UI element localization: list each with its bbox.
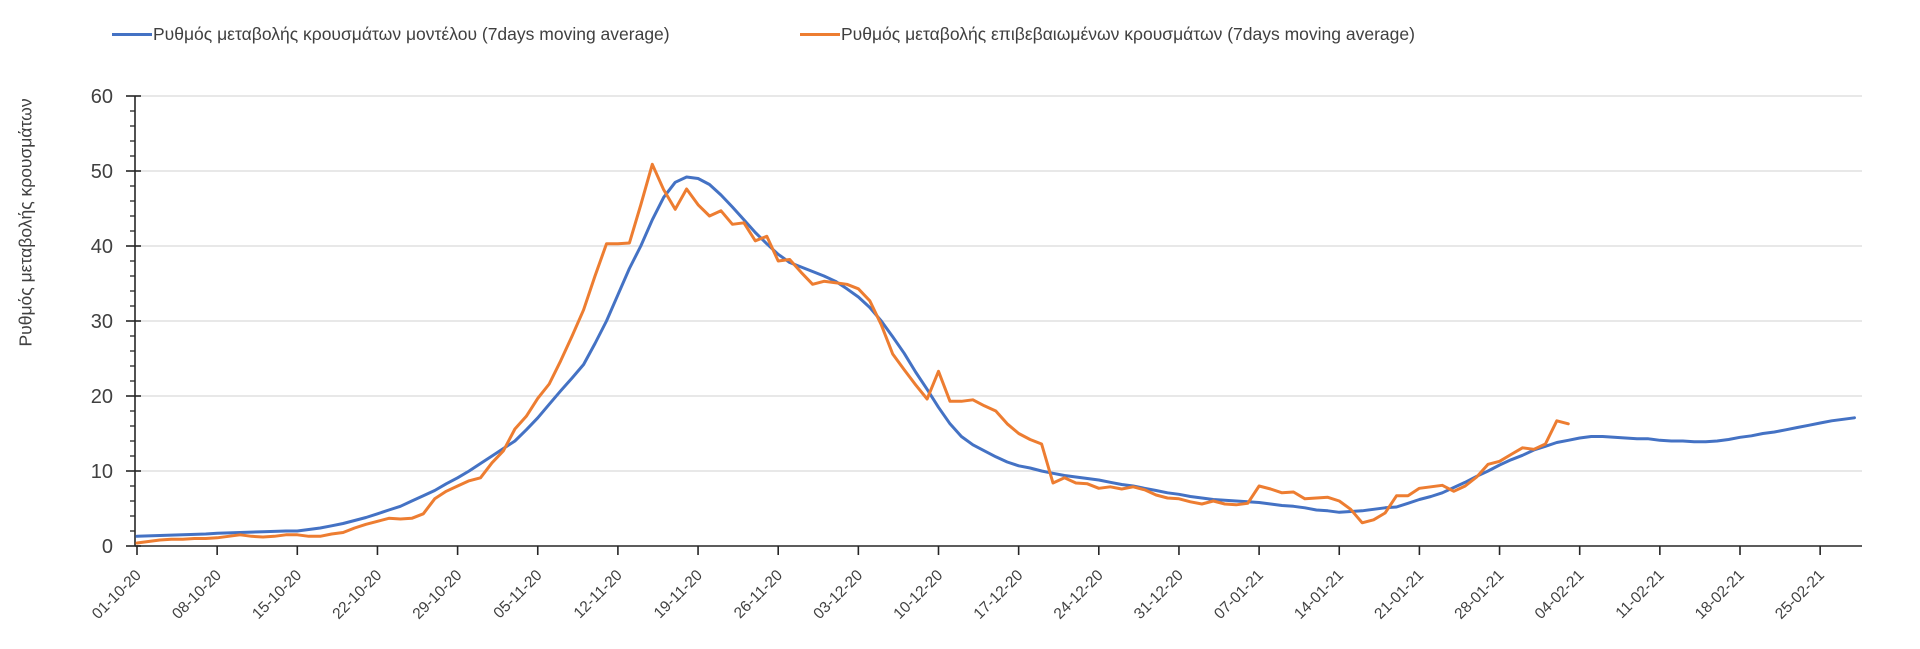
x-axis-tick-label: 21-01-21: [1371, 567, 1427, 623]
y-axis-title: Ρυθμός μεταβολής κρουσμάτων: [15, 98, 36, 347]
x-axis-tick-label: 28-01-21: [1451, 567, 1507, 623]
x-axis-tick-label: 22-10-20: [329, 567, 385, 623]
x-axis-tick-label: 26-11-20: [731, 567, 786, 622]
y-axis-tick-label: 30: [91, 311, 113, 333]
legend-swatch-model-icon: [112, 32, 152, 36]
x-axis-tick-label: 31-12-20: [1131, 567, 1187, 623]
x-axis-tick-label: 14-01-21: [1291, 567, 1347, 623]
x-axis-tick-label: 17-12-20: [971, 567, 1027, 623]
x-axis-tick-label: 19-11-20: [651, 567, 706, 622]
legend-label-confirmed: Ρυθμός μεταβολής επιβεβαιωμένων κρουσμάτ…: [841, 23, 1415, 44]
x-axis-tick-label: 24-12-20: [1051, 567, 1107, 623]
x-axis-tick-label: 25-02-21: [1772, 567, 1828, 623]
legend-item-confirmed[interactable]: Ρυθμός μεταβολής επιβεβαιωμένων κρουσμάτ…: [800, 22, 1415, 46]
y-axis-tick-label: 40: [91, 236, 113, 258]
legend-swatch-confirmed-icon: [800, 32, 840, 36]
x-axis-tick-label: 01-10-20: [89, 567, 145, 623]
x-axis-tick-label: 05-11-20: [490, 567, 545, 622]
x-axis-tick-label: 08-10-20: [169, 567, 225, 623]
x-axis-tick-label: 12-11-20: [571, 567, 626, 622]
y-axis-tick-label: 10: [91, 461, 113, 483]
x-axis-tick-label: 11-02-21: [1613, 567, 1668, 622]
y-axis-tick-label: 50: [91, 161, 113, 183]
series-line-confirmed[interactable]: [135, 162, 1570, 545]
legend-item-model[interactable]: Ρυθμός μεταβολής κρουσμάτων μοντέλου (7d…: [112, 22, 670, 46]
x-axis-tick-label: 15-10-20: [249, 567, 305, 623]
x-axis-tick-label: 29-10-20: [410, 567, 466, 623]
y-axis-tick-label: 60: [91, 86, 113, 108]
x-axis-tick-label: 03-12-20: [810, 567, 866, 623]
x-axis-tick-label: 18-02-21: [1692, 567, 1748, 623]
y-axis-tick-label: 0: [102, 536, 113, 558]
legend-label-model: Ρυθμός μεταβολής κρουσμάτων μοντέλου (7d…: [153, 23, 670, 44]
y-axis-tick-label: 20: [91, 386, 113, 408]
x-axis-tick-label: 07-01-21: [1211, 567, 1267, 623]
series-line-model[interactable]: [135, 175, 1856, 538]
x-axis-tick-label: 10-12-20: [890, 567, 946, 623]
x-axis-tick-label: 04-02-21: [1532, 567, 1588, 623]
